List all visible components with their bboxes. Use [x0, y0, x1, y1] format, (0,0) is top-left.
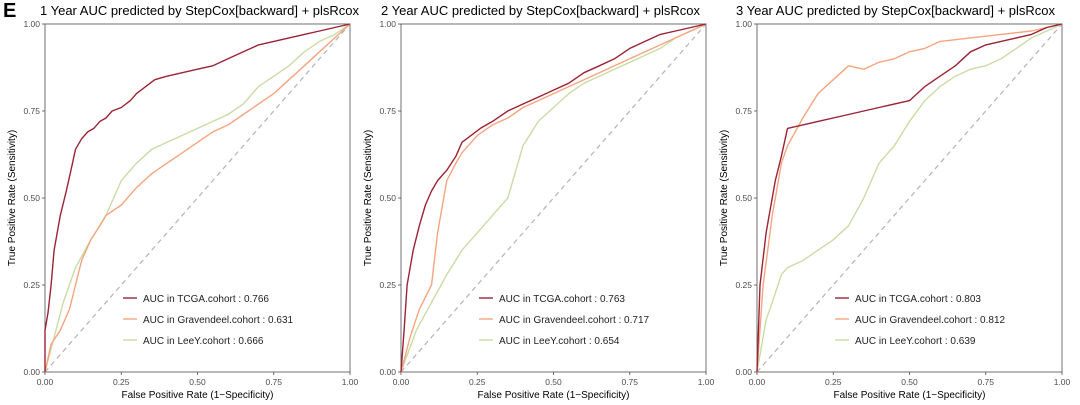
chart-2-title: 2 Year AUC predicted by StepCox[backward…: [381, 3, 701, 18]
chart-2-series-leey: [400, 23, 707, 373]
chart-2-series-gravendeel: [400, 23, 707, 373]
chart-3: 3 Year AUC predicted by StepCox[backward…: [719, 3, 1071, 401]
chart-2-ytick-label: 0.00: [379, 367, 396, 377]
chart-3-series-gravendeel: [756, 23, 1063, 373]
chart-2-ytick-label: 0.25: [379, 280, 396, 290]
chart-3-xtick-label: 0.00: [749, 377, 766, 387]
chart-3-series-leey: [756, 23, 1063, 373]
chart-2-xtick-label: 0.75: [621, 377, 638, 387]
chart-2-xtick-label: 1.00: [698, 377, 715, 387]
chart-2-ytick-label: 0.75: [379, 106, 396, 116]
chart-1-xtick-label: 1.00: [342, 377, 359, 387]
chart-1-xtick-label: 0.75: [265, 377, 282, 387]
chart-1-xtick-label: 0.25: [113, 377, 130, 387]
chart-1-series-leey: [44, 23, 351, 373]
chart-1: 1 Year AUC predicted by StepCox[backward…: [7, 3, 360, 401]
chart-2-xlabel: False Positive Rate (1−Specificity): [477, 390, 629, 401]
chart-3-ytick-label: 0.25: [735, 280, 752, 290]
chart-3-ytick-label: 1.00: [735, 19, 752, 29]
chart-1-series-tcga: [44, 23, 351, 372]
chart-1-ytick-label: 0.75: [23, 106, 40, 116]
chart-1-xtick-label: 0.00: [37, 377, 54, 387]
chart-3-xtick-label: 1.00: [1054, 377, 1071, 387]
chart-3-frame: [756, 23, 1063, 373]
chart-2-xtick-label: 0.50: [545, 377, 562, 387]
chart-3-legend-label-leey: AUC in LeeY.cohort : 0.639: [855, 336, 976, 347]
chart-2-frame: [400, 23, 707, 373]
chart-1-xtick-label: 0.50: [189, 377, 206, 387]
chart-3-xtick-label: 0.75: [977, 377, 994, 387]
chart-2-series-tcga: [400, 23, 707, 373]
chart-3-title: 3 Year AUC predicted by StepCox[backward…: [736, 3, 1056, 18]
chart-1-ytick-label: 0.25: [23, 280, 40, 290]
chart-2-ylabel: True Positive Rate (Sensitivity): [363, 130, 374, 266]
chart-2-xtick-label: 0.25: [469, 377, 486, 387]
chart-1-xlabel: False Positive Rate (1−Specificity): [121, 390, 273, 401]
chart-3-legend-label-gravendeel: AUC in Gravendeel.cohort : 0.812: [855, 315, 1006, 326]
chart-3-ytick-label: 0.00: [735, 367, 752, 377]
chart-1-ytick-label: 0.50: [23, 193, 40, 203]
chart-1-legend-label-leey: AUC in LeeY.cohort : 0.666: [143, 336, 264, 347]
chart-2-ytick-label: 1.00: [379, 19, 396, 29]
chart-2-legend-label-tcga: AUC in TCGA.cohort : 0.763: [499, 294, 625, 305]
chart-3-xtick-label: 0.50: [901, 377, 918, 387]
chart-1-series-gravendeel: [44, 23, 351, 373]
chart-1-legend-label-gravendeel: AUC in Gravendeel.cohort : 0.631: [143, 315, 294, 326]
chart-3-xlabel: False Positive Rate (1−Specificity): [833, 390, 985, 401]
chart-1-ytick-label: 1.00: [23, 19, 40, 29]
chart-2-xtick-label: 0.00: [393, 377, 410, 387]
chart-1-legend-label-tcga: AUC in TCGA.cohort : 0.766: [143, 294, 269, 305]
chart-1-ytick-label: 0.00: [23, 367, 40, 377]
chart-2-ytick-label: 0.50: [379, 193, 396, 203]
chart-3-ytick-label: 0.50: [735, 193, 752, 203]
panel-label: E: [3, 0, 17, 22]
chart-1-frame: [44, 23, 351, 373]
chart-2-legend-label-leey: AUC in LeeY.cohort : 0.654: [499, 336, 620, 347]
chart-1-title: 1 Year AUC predicted by StepCox[backward…: [40, 3, 360, 18]
chart-1-ylabel: True Positive Rate (Sensitivity): [7, 130, 18, 266]
chart-2: 2 Year AUC predicted by StepCox[backward…: [363, 3, 715, 401]
chart-3-series-tcga: [756, 23, 1063, 373]
chart-2-legend-label-gravendeel: AUC in Gravendeel.cohort : 0.717: [499, 315, 650, 326]
chart-3-ylabel: True Positive Rate (Sensitivity): [719, 130, 730, 266]
chart-3-ytick-label: 0.75: [735, 106, 752, 116]
chart-3-legend-label-tcga: AUC in TCGA.cohort : 0.803: [855, 294, 981, 305]
chart-3-xtick-label: 0.25: [825, 377, 842, 387]
